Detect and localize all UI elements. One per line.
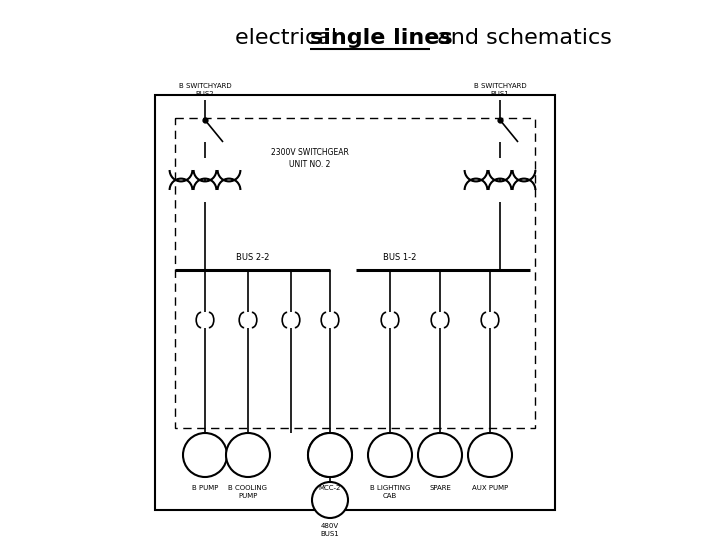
Circle shape — [226, 433, 270, 477]
Text: MCC-2: MCC-2 — [319, 485, 341, 491]
Bar — [175, 118, 535, 428]
Text: electrical: electrical — [235, 28, 344, 48]
Text: B COOLING
PUMP: B COOLING PUMP — [228, 485, 268, 498]
Text: SPARE: SPARE — [429, 485, 451, 491]
Circle shape — [183, 433, 227, 477]
Bar — [155, 95, 555, 510]
Text: B SWITCHYARD
BUS1: B SWITCHYARD BUS1 — [474, 84, 526, 97]
Circle shape — [468, 433, 512, 477]
Text: AUX PUMP: AUX PUMP — [472, 485, 508, 491]
Circle shape — [418, 433, 462, 477]
Circle shape — [308, 433, 352, 477]
Text: 2300V SWITCHGEAR
UNIT NO. 2: 2300V SWITCHGEAR UNIT NO. 2 — [271, 148, 349, 169]
Circle shape — [308, 433, 352, 477]
Text: B SWITCHYARD
BUS2: B SWITCHYARD BUS2 — [179, 84, 231, 97]
Text: B PUMP: B PUMP — [192, 485, 218, 491]
Circle shape — [312, 482, 348, 518]
Text: 480V
BUS1: 480V BUS1 — [320, 523, 339, 537]
Text: single lines: single lines — [310, 28, 453, 48]
Circle shape — [368, 433, 412, 477]
Text: and schematics: and schematics — [430, 28, 612, 48]
Text: BUS 1-2: BUS 1-2 — [383, 253, 417, 262]
Text: B LIGHTING
CAB: B LIGHTING CAB — [370, 485, 410, 498]
Text: BUS 2-2: BUS 2-2 — [236, 253, 270, 262]
